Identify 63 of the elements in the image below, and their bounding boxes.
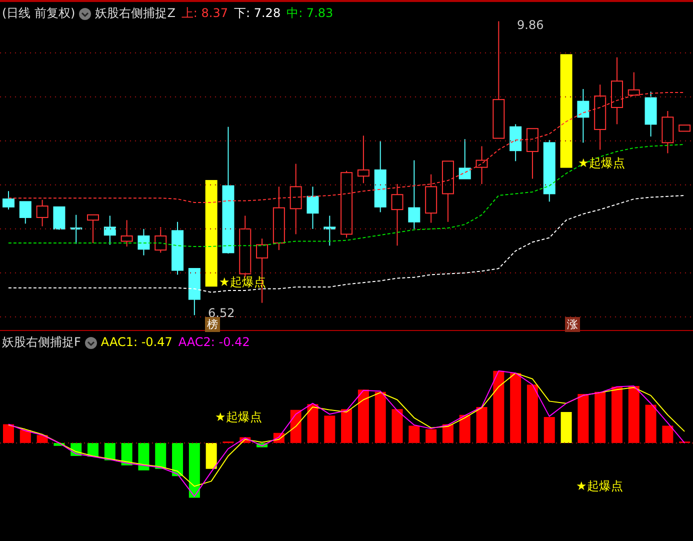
- candlestick: [70, 214, 82, 244]
- bar: [188, 442, 200, 498]
- bar: [628, 386, 640, 443]
- candlestick: [458, 138, 471, 180]
- text: AAC1: -0.47: [100, 335, 172, 349]
- bar: [3, 424, 14, 443]
- candlestick: [510, 124, 522, 162]
- bar: [20, 430, 31, 443]
- candlestick: [577, 88, 590, 144]
- bar: [510, 373, 522, 443]
- candlestick: [138, 228, 150, 256]
- text: 上: 8.37: [181, 6, 228, 20]
- bar: [155, 442, 166, 469]
- candlestick: [104, 215, 116, 246]
- candlestick: [306, 186, 319, 230]
- candlestick: [53, 206, 66, 230]
- candlestick: [408, 160, 420, 230]
- annotation: ★起爆点: [215, 409, 262, 426]
- bar: [493, 370, 504, 443]
- candlestick: [19, 201, 32, 224]
- bar: [324, 416, 336, 443]
- candlestick: [87, 214, 100, 244]
- bar: [560, 412, 572, 443]
- bar: [341, 409, 352, 443]
- bar: [358, 390, 369, 443]
- bar: [172, 442, 184, 476]
- bar: [206, 442, 217, 469]
- candlestick: [526, 128, 538, 180]
- bar: [526, 384, 538, 443]
- bar: [476, 406, 488, 443]
- bar: [392, 409, 403, 443]
- candlestick: [324, 215, 336, 246]
- annotation: 6.52: [208, 306, 235, 320]
- bar: [374, 392, 386, 443]
- text: 妖股右侧捕捉Z: [95, 6, 176, 20]
- text: 下: 7.28: [234, 6, 281, 20]
- candlestick: [476, 146, 488, 185]
- bar: [662, 426, 674, 443]
- bar: [459, 414, 470, 443]
- text: AAC2: -0.42: [178, 335, 250, 349]
- bar: [290, 410, 302, 443]
- bar: [611, 386, 622, 443]
- bar: [645, 404, 656, 443]
- text: 中: 7.83: [286, 6, 334, 20]
- candlestick: [120, 220, 133, 248]
- annotation: 涨: [565, 317, 580, 332]
- candlestick: [357, 135, 370, 184]
- candlestick: [36, 199, 48, 227]
- bar: [408, 426, 420, 443]
- bar: [138, 442, 150, 470]
- bar: [426, 429, 437, 443]
- annotation: 榜: [205, 317, 220, 332]
- bar: [594, 392, 606, 443]
- candlestick: [154, 226, 167, 254]
- chart-title: 妖股右侧捕捉F: [2, 335, 81, 349]
- annotation: 9.86: [517, 18, 544, 32]
- bar: [578, 394, 589, 443]
- bar: [442, 424, 454, 443]
- bar: [307, 404, 318, 443]
- text: (日线 前复权): [2, 6, 76, 20]
- bar: [544, 417, 555, 443]
- candlestick: [2, 190, 14, 210]
- annotation: ★起爆点: [576, 478, 623, 495]
